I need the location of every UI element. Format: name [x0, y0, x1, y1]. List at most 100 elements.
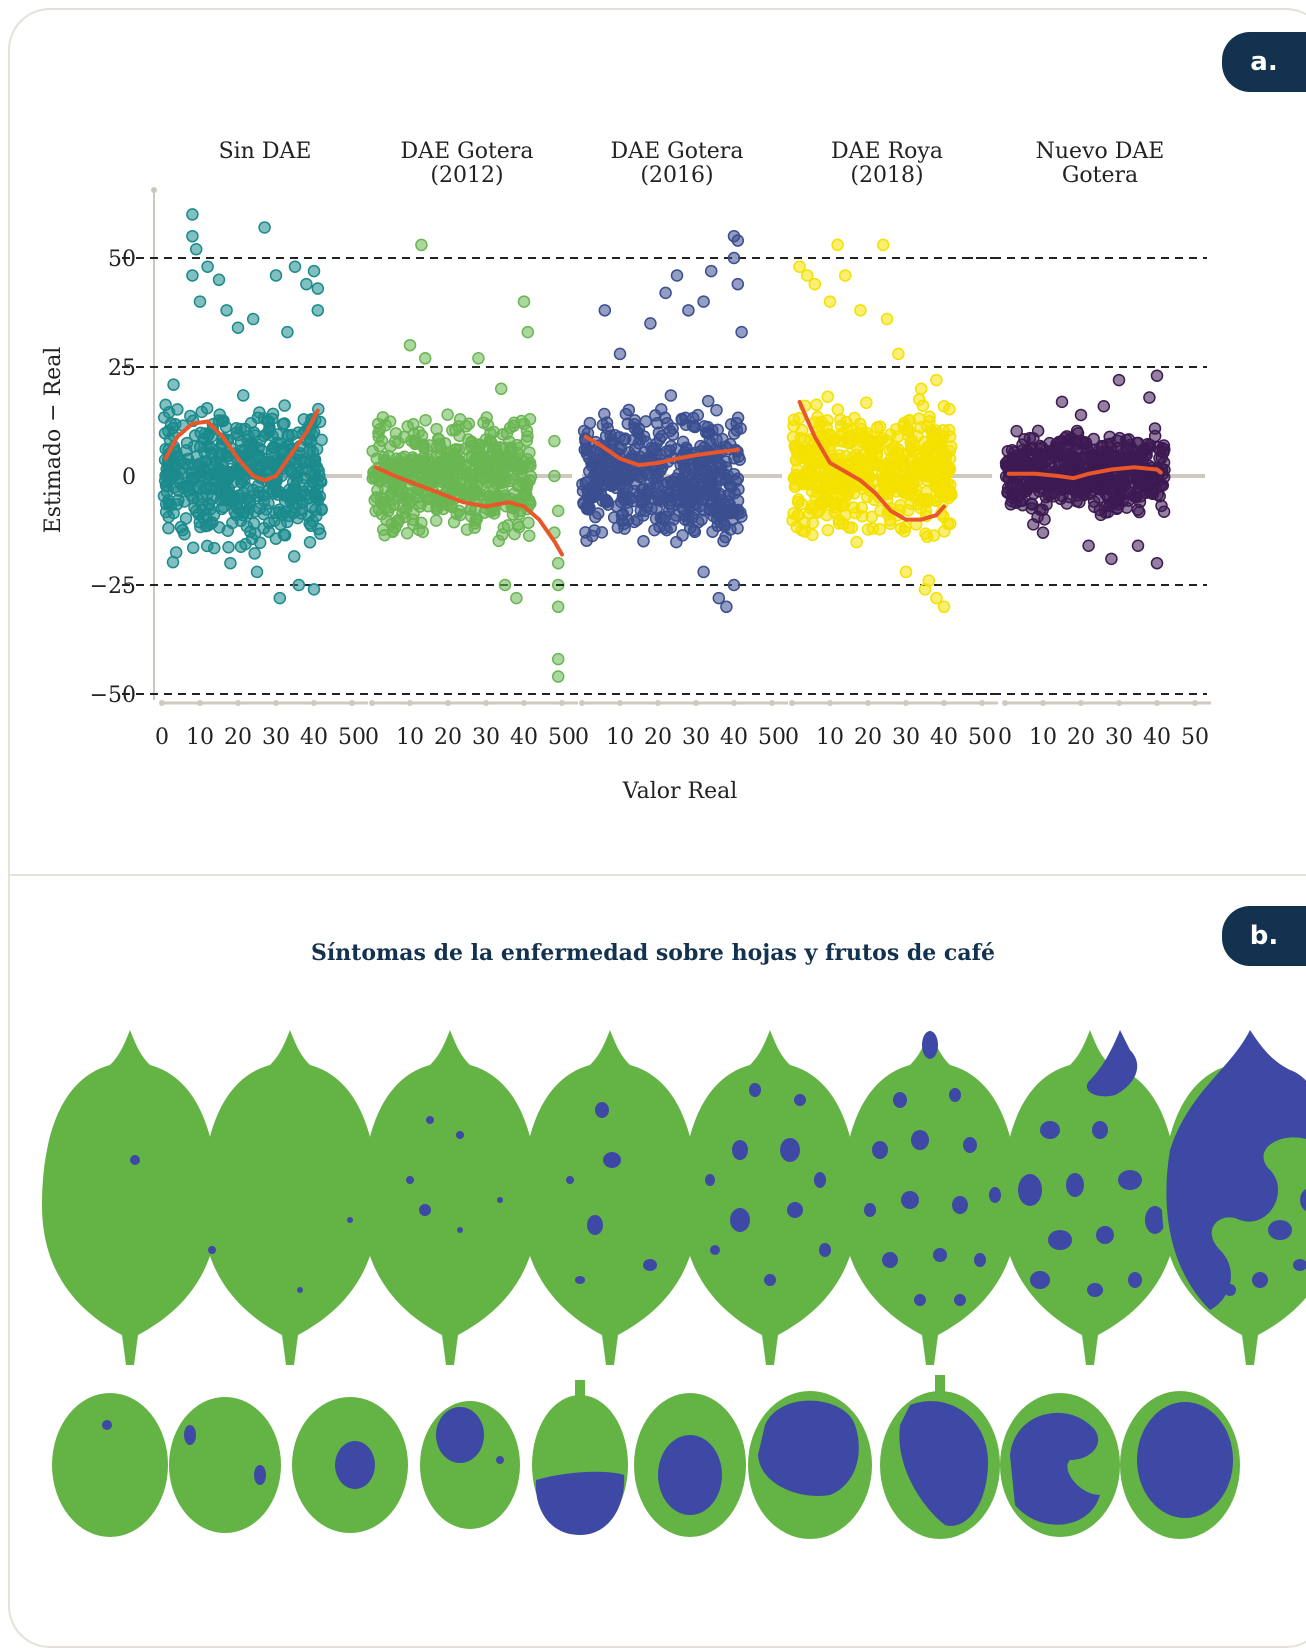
scatter-point — [1133, 505, 1146, 519]
scatter-point — [278, 417, 291, 430]
scatter-outlier — [551, 556, 565, 570]
panel-title: Gotera — [1062, 163, 1138, 188]
scatter-point — [853, 417, 867, 431]
scatter-point — [864, 434, 877, 448]
x-tick-label: 50 — [758, 725, 786, 750]
scatter-outlier — [800, 269, 814, 282]
x-tick-label: 50 — [338, 725, 366, 750]
scatter-outlier — [186, 229, 199, 243]
scatter-point — [688, 525, 702, 539]
scatter-outlier — [930, 591, 943, 605]
scatter-outlier — [727, 251, 741, 265]
scatter-point — [662, 487, 676, 500]
x-tick-dot — [369, 700, 375, 706]
y-tick-label: −25 — [90, 574, 136, 599]
scatter-outlier — [281, 325, 294, 339]
scatter-point — [195, 405, 209, 419]
scatter-point — [519, 489, 532, 503]
x-tick-label: 10 — [1029, 725, 1057, 750]
scatter-point — [680, 443, 694, 456]
scatter-point — [835, 427, 849, 440]
scatter-outlier — [307, 264, 321, 278]
scatter-point — [494, 459, 508, 473]
x-tick-dot — [903, 700, 909, 706]
scatter-point — [416, 525, 430, 539]
scatter-point — [673, 477, 687, 490]
scatter-outlier — [193, 295, 207, 308]
scatter-point — [521, 430, 534, 443]
scatter-point — [237, 474, 251, 487]
scatter-outlier — [311, 304, 325, 317]
x-tick-label: 0 — [155, 725, 169, 750]
x-tick-dot — [731, 700, 737, 706]
scatter-point — [891, 430, 905, 443]
scatter-point — [708, 490, 722, 504]
scatter-point — [827, 433, 841, 447]
scatter-point — [1014, 488, 1028, 501]
x-tick-label: 40 — [1143, 725, 1171, 750]
fruit-2 — [169, 1397, 281, 1533]
scatter-outlier — [697, 295, 710, 308]
scatter-point — [286, 483, 300, 497]
scatter-outlier — [914, 382, 928, 396]
scatter-point — [650, 502, 663, 515]
scatter-outlier — [517, 295, 531, 308]
scatter-point — [379, 501, 393, 514]
x-tick-label: 20 — [434, 725, 462, 750]
scatter-point — [214, 447, 228, 460]
scatter-point — [902, 414, 915, 427]
trend-line — [797, 399, 946, 522]
y-axis-label: Estimado − Real — [41, 347, 66, 534]
scatter-point — [935, 439, 948, 453]
panel-divider — [8, 874, 1306, 876]
scatter-point — [923, 414, 936, 428]
scatter-point — [939, 485, 953, 499]
y-axis-cap — [151, 187, 157, 193]
scatter-outlier — [727, 578, 741, 592]
x-tick-label: 0 — [785, 725, 799, 750]
scatter-point — [839, 449, 853, 463]
scatter-point — [916, 399, 930, 412]
scatter-point — [610, 474, 624, 487]
scatter-point — [1001, 460, 1014, 474]
scatter-point — [635, 483, 649, 497]
scatter-point — [828, 506, 841, 519]
scatter-point — [386, 525, 399, 539]
scatter-point — [791, 509, 805, 522]
scatter-point — [669, 509, 683, 522]
fruit-8 — [880, 1375, 1000, 1539]
scatter-point — [1032, 447, 1046, 460]
scatter-point — [274, 518, 287, 531]
scatter-point — [860, 396, 873, 409]
scatter-point — [626, 467, 640, 481]
scatter-outlier — [300, 277, 313, 291]
scatter-point — [453, 455, 466, 469]
scatter-point — [860, 490, 874, 504]
scatter-outlier — [551, 504, 565, 518]
x-tick-label: 30 — [472, 725, 500, 750]
scatter-point — [245, 442, 259, 456]
scatter-point — [1102, 471, 1116, 484]
scatter-point — [585, 459, 599, 473]
scatter-point — [517, 476, 530, 490]
x-tick-label: 0 — [365, 725, 379, 750]
scatter-outlier — [644, 317, 657, 330]
scatter-outlier — [1150, 369, 1164, 382]
scatter-point — [646, 470, 660, 484]
leaf-3 — [362, 1030, 538, 1365]
scatter-point — [200, 454, 213, 468]
scatter-point — [315, 503, 328, 517]
scatter-outlier — [521, 325, 535, 339]
scatter-point — [705, 476, 718, 490]
scatter-outlier — [697, 565, 710, 579]
scatter-point — [423, 439, 436, 452]
scatter-point — [419, 413, 432, 427]
scatter-point — [523, 456, 537, 470]
scatter-point — [906, 468, 920, 482]
scatter-point — [1120, 472, 1134, 486]
scatter-point — [1079, 448, 1092, 461]
x-tick-dot — [311, 700, 317, 706]
x-tick-label: 30 — [892, 725, 920, 750]
scatter-point — [722, 489, 735, 502]
leaf-6 — [842, 1030, 1018, 1365]
